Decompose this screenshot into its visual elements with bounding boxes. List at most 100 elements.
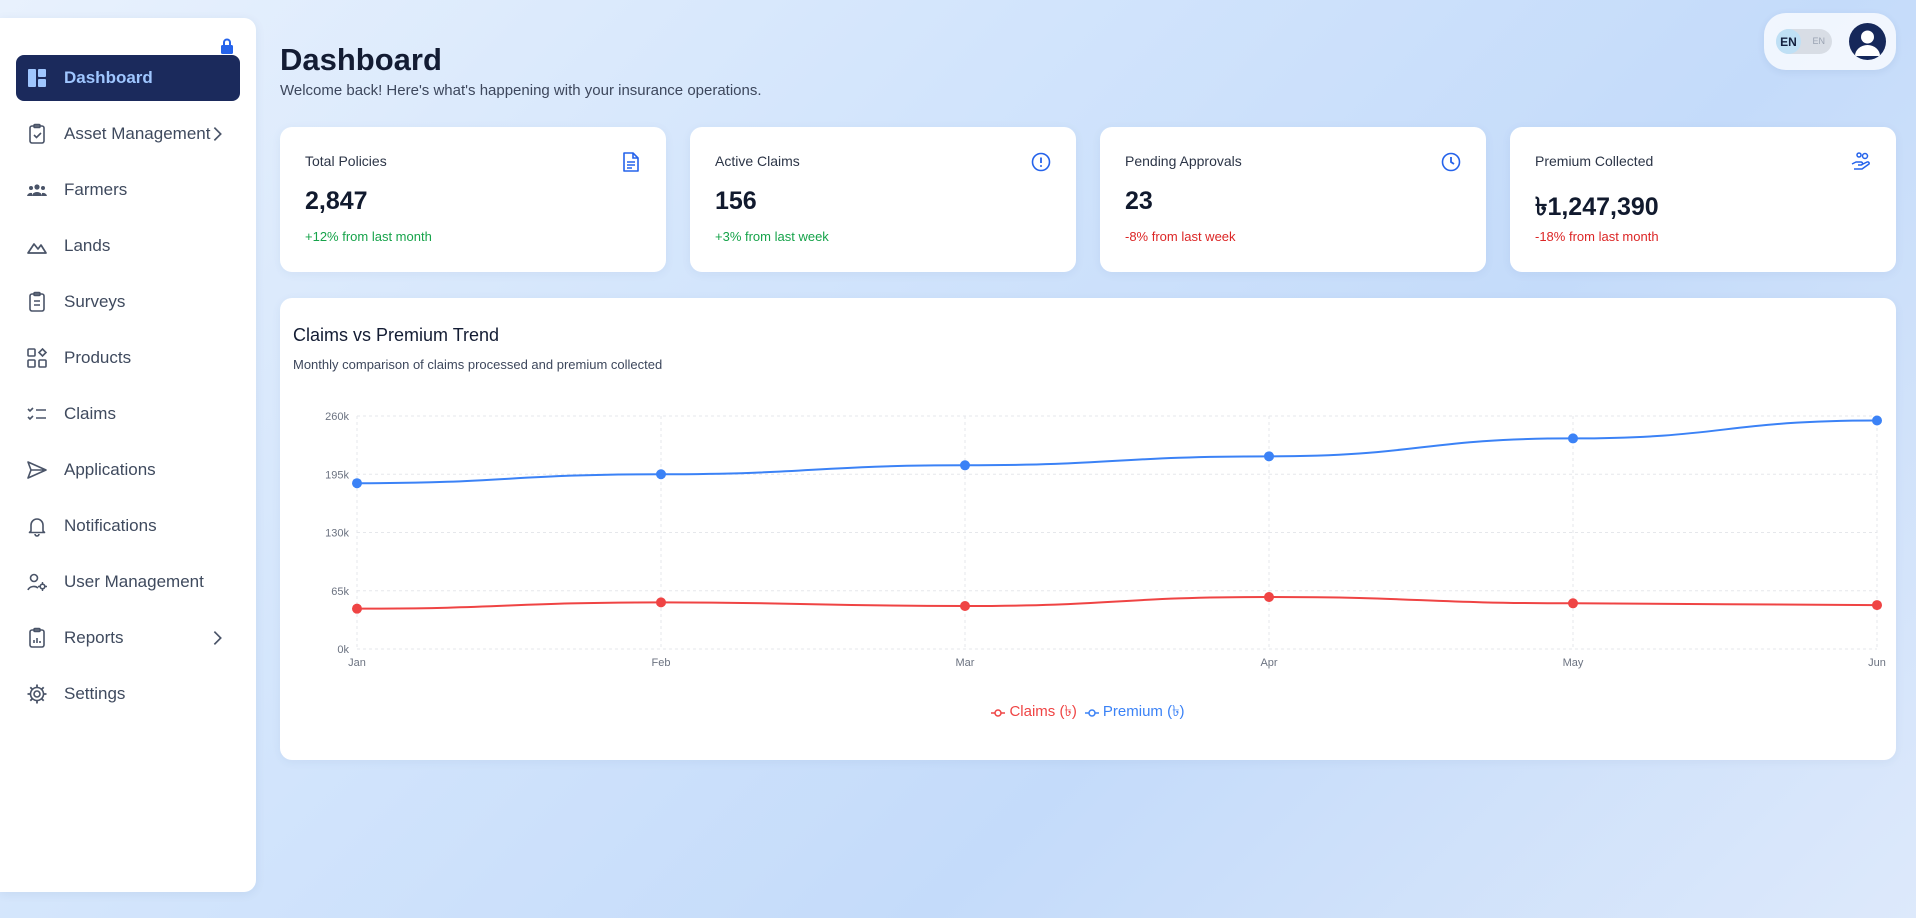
line-chart: 0k 65k 130k 195k 260k Jan Feb Mar Apr May Jun [325,411,1886,669]
sidebar-item-user-management[interactable]: User Management [16,559,240,605]
data-point [1264,592,1274,603]
clock-icon [1441,152,1461,172]
sidebar-item-label: Claims [64,404,116,423]
clipboard-icon-wrap [26,291,48,313]
data-point [352,603,362,614]
sidebar-item-notifications[interactable]: Notifications [16,503,240,549]
document-icon [623,152,639,172]
data-point [656,597,666,608]
user-avatar-icon [1855,30,1880,56]
x-tick-label: Mar [956,657,975,669]
mountain-icon [27,243,47,254]
series-line-premium [356,419,1878,485]
gear-icon-wrap [26,683,48,705]
sidebar-item-label: Settings [64,684,126,703]
clipboard-check-icon-wrap [26,123,48,145]
legend-item[interactable]: Premium (৳) [1084,700,1185,725]
x-tick-label: Jun [1868,657,1886,669]
avatar[interactable] [1849,23,1886,60]
y-tick-label: 260k [325,411,349,423]
data-point [352,478,362,489]
language-toggle[interactable]: EN EN [1776,29,1832,54]
stat-delta: +3% from last week [715,229,829,244]
send-icon-wrap [26,459,48,481]
sidebar-item-applications[interactable]: Applications [16,447,240,493]
sidebar-item-asset-management[interactable]: Asset Management [16,111,240,157]
stat-delta: -8% from last week [1125,229,1236,244]
chart-subtitle: Monthly comparison of claims processed a… [293,357,663,372]
data-point [1872,415,1882,426]
sidebar-item-surveys[interactable]: Surveys [16,279,240,325]
stat-delta: +12% from last month [305,229,432,244]
user-cog-icon-wrap [26,571,48,593]
chevron-right-icon-wrap[interactable] [208,124,228,144]
grid-icon-wrap [26,347,48,369]
stat-label: Active Claims [715,153,800,169]
page-title: Dashboard [280,42,442,77]
stat-label: Total Policies [305,153,387,169]
legend-marker-icon [991,708,1006,717]
x-tick-label: Jan [348,657,366,669]
sidebar-item-label: Lands [64,236,111,255]
gear-icon [27,684,47,704]
users-icon [27,184,47,196]
dashboard-icon-wrap [26,67,48,89]
data-point [960,460,970,471]
chevron-right-icon [213,127,222,141]
stat-delta: -18% from last month [1535,229,1659,244]
stat-icon-wrap [1850,151,1872,173]
sidebar-item-label: Surveys [64,292,126,311]
data-point [1872,600,1882,611]
mountain-icon-wrap [26,235,48,257]
sidebar-item-label: Notifications [64,516,157,535]
sidebar-item-dashboard[interactable]: Dashboard [16,55,240,101]
y-tick-label: 0k [337,644,349,656]
sidebar-nav: Dashboard Asset Management Farmers Lands Sur… [16,55,240,727]
stat-card-pending-approvals[interactable]: Pending Approvals 23 -8% from last week [1100,127,1486,272]
x-tick-label: Feb [652,657,671,669]
x-tick-label: May [1563,657,1584,669]
stat-icon-wrap [1440,151,1462,173]
sidebar-item-settings[interactable]: Settings [16,671,240,717]
stat-value: 23 [1125,187,1153,215]
sidebar-item-label: Farmers [64,180,128,199]
sidebar: Dashboard Asset Management Farmers Lands Sur… [0,18,256,892]
sidebar-item-label: Applications [64,460,156,479]
y-tick-label: 130k [325,528,349,540]
data-point [960,600,970,611]
lock-icon[interactable] [220,38,234,54]
language-toggle-knob: EN [1776,29,1801,54]
stats-cards: Total Policies 2,847 +12% from last month A… [280,127,1896,272]
sidebar-item-lands[interactable]: Lands [16,223,240,269]
checklist-icon-wrap [26,403,48,425]
chart-legend: Claims (৳) Premium (৳) [280,700,1896,725]
stat-value: 2,847 [305,187,368,215]
data-point [1568,598,1578,609]
report-icon [29,627,45,648]
legend-marker-icon [1084,708,1099,717]
legend-label: Premium (৳) [1102,703,1185,720]
stat-icon-wrap [1030,151,1052,173]
bell-icon [28,518,46,537]
sidebar-item-label: Dashboard [64,68,153,87]
stat-card-active-claims[interactable]: Active Claims 156 +3% from last week [690,127,1076,272]
stat-card-premium-collected[interactable]: Premium Collected ৳1,247,390 -18% from las… [1510,127,1896,272]
legend-label: Claims (৳) [1009,703,1077,720]
sidebar-item-label: Asset Management [64,124,211,143]
chevron-right-icon-wrap[interactable] [208,628,228,648]
data-point [656,469,666,480]
send-icon [27,461,47,479]
legend-item[interactable]: Claims (৳) [991,700,1077,725]
sidebar-item-claims[interactable]: Claims [16,391,240,437]
checklist-icon [27,407,46,421]
sidebar-item-products[interactable]: Products [16,335,240,381]
stat-card-total-policies[interactable]: Total Policies 2,847 +12% from last month [280,127,666,272]
hand-coins-icon [1851,152,1870,170]
sidebar-item-farmers[interactable]: Farmers [16,167,240,213]
users-icon-wrap [26,179,48,201]
sidebar-item-reports[interactable]: Reports [16,615,240,661]
alert-circle-icon [1031,152,1051,172]
series-line-claims [356,596,1878,610]
clipboard-check-icon [29,123,45,144]
report-icon-wrap [26,627,48,649]
